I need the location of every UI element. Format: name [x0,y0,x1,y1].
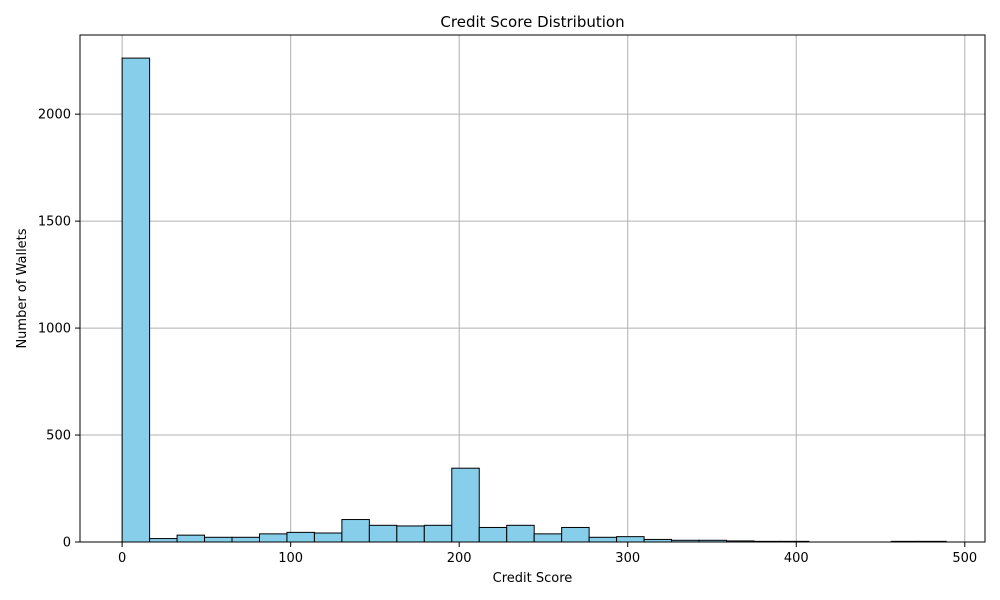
histogram-bar [506,524,535,543]
x-tick-label: 400 [784,551,809,566]
y-axis-label: Number of Wallets [15,228,30,348]
x-tick-label: 500 [952,551,977,566]
ticks: 0 100 200 300 400 500 0 500 1000 1500 2000 [38,108,977,566]
chart-title: Credit Score Distribution [440,13,624,31]
histogram-bar [423,524,453,543]
histogram-bar [176,534,206,543]
y-tick-label: 1500 [38,215,71,230]
histogram-bar [341,519,370,543]
histogram-bar [204,536,233,543]
histogram-bar [149,538,178,543]
x-tick-label: 300 [615,551,640,566]
plot-frame [79,34,986,543]
y-tick-label: 0 [63,536,71,551]
x-axis-label: Credit Score [493,571,573,586]
histogram-bar [588,536,618,543]
histogram-bar [313,532,343,543]
histogram-bar [121,57,151,543]
histogram-bar [258,533,288,543]
histogram-bar [368,524,398,543]
histogram-bar [396,525,425,543]
histogram-bar [451,467,480,543]
histogram-bar [286,531,315,543]
histogram-bar [231,536,260,543]
histogram-bar [478,526,508,543]
bars [121,57,947,543]
x-tick-label: 100 [278,551,303,566]
x-tick-label: 0 [118,551,126,566]
y-tick-label: 2000 [38,108,71,123]
histogram-bar [533,533,563,543]
histogram-bar [616,536,645,543]
y-tick-label: 1000 [38,322,71,337]
x-tick-label: 200 [447,551,472,566]
histogram-bar [561,526,590,543]
grid [80,35,985,543]
y-tick-label: 500 [46,429,71,444]
